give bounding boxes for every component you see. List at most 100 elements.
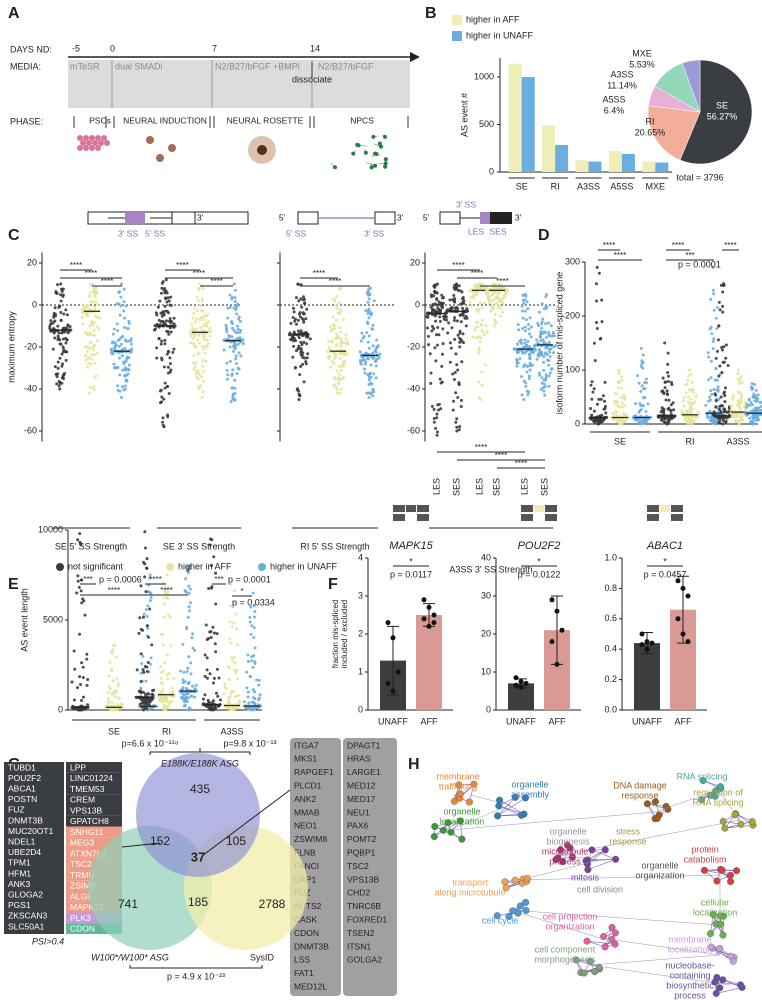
media-label: MEDIA: <box>10 61 41 71</box>
y-tick-label: 20 <box>410 257 420 267</box>
point <box>426 334 430 338</box>
point <box>520 341 524 345</box>
point <box>64 308 68 312</box>
point <box>233 386 237 390</box>
exon <box>374 211 396 225</box>
point <box>92 287 96 291</box>
point <box>91 323 95 327</box>
point <box>225 377 229 381</box>
point <box>83 345 87 349</box>
point <box>299 340 303 344</box>
point <box>362 358 366 362</box>
point <box>455 363 459 367</box>
point <box>55 375 59 379</box>
point <box>723 408 727 412</box>
jitter-points <box>134 530 156 712</box>
point <box>110 701 114 705</box>
point <box>737 377 741 381</box>
point <box>437 408 441 412</box>
point <box>706 351 710 355</box>
network-node <box>664 805 672 813</box>
point <box>169 303 173 307</box>
point <box>613 399 617 403</box>
point <box>554 608 560 614</box>
point <box>241 342 245 346</box>
point <box>482 333 486 337</box>
point <box>65 326 69 330</box>
point <box>226 373 230 377</box>
point <box>197 386 201 390</box>
point <box>452 399 456 403</box>
point <box>55 382 59 386</box>
point <box>97 327 101 331</box>
list-box <box>343 738 397 996</box>
point <box>501 300 505 304</box>
point <box>363 371 367 375</box>
point <box>297 344 301 348</box>
pie-slice <box>679 59 753 165</box>
point <box>436 306 440 310</box>
point <box>224 328 228 332</box>
point <box>499 306 503 310</box>
point <box>242 700 246 704</box>
point <box>59 299 63 303</box>
point <box>297 389 301 393</box>
point <box>57 305 61 309</box>
point <box>365 356 369 360</box>
point <box>166 612 170 616</box>
point <box>390 688 396 694</box>
point <box>185 565 189 569</box>
point <box>203 322 207 326</box>
network-node <box>719 976 727 984</box>
bar <box>621 153 635 172</box>
point <box>468 300 472 304</box>
point <box>339 338 343 342</box>
point <box>538 350 542 354</box>
point <box>232 621 236 625</box>
point <box>237 702 241 706</box>
point <box>57 384 61 388</box>
point <box>478 340 482 344</box>
point <box>684 391 688 395</box>
point <box>111 679 115 683</box>
point <box>207 700 211 704</box>
point <box>483 363 487 367</box>
point <box>117 682 121 686</box>
legend-marker <box>56 563 64 571</box>
point <box>536 321 540 325</box>
point <box>477 287 481 291</box>
point <box>433 314 437 318</box>
point <box>524 318 528 322</box>
point <box>519 338 523 342</box>
jitter-points <box>743 382 762 426</box>
gene-name: LINC01224 <box>70 773 113 783</box>
point <box>713 378 717 382</box>
network-node <box>699 777 707 785</box>
point <box>163 589 167 593</box>
npc-icon <box>373 163 378 168</box>
point <box>161 688 165 692</box>
point <box>121 368 125 372</box>
point <box>743 400 747 404</box>
point <box>150 698 154 702</box>
point <box>664 398 668 402</box>
point <box>75 686 79 690</box>
point <box>533 343 537 347</box>
panel-label: A <box>8 5 20 22</box>
gene-name: TSEN2 <box>347 928 375 938</box>
y-tick-label: 0 <box>489 166 494 176</box>
media-text: mTeSR <box>70 61 100 71</box>
point <box>687 419 691 423</box>
point <box>669 380 673 384</box>
point <box>475 285 479 289</box>
point <box>165 653 169 657</box>
point <box>167 299 171 303</box>
point <box>640 384 644 388</box>
point <box>75 591 79 595</box>
point <box>184 589 188 593</box>
point <box>125 357 129 361</box>
point <box>123 346 127 350</box>
point <box>61 376 65 380</box>
jitter-points <box>326 286 350 395</box>
